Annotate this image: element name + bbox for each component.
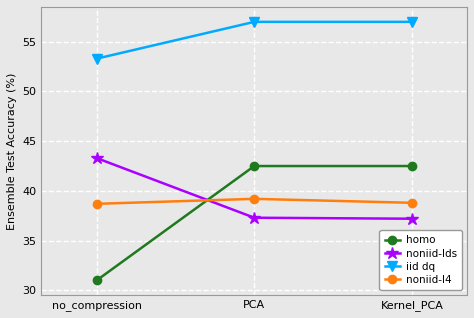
iid dq: [251, 20, 257, 24]
noniid-lds: [251, 216, 257, 220]
noniid-lds: [94, 156, 100, 160]
noniid-l4: [94, 202, 100, 206]
Y-axis label: Ensemble Test Accuracy (%): Ensemble Test Accuracy (%): [7, 73, 17, 230]
homo: [94, 279, 100, 282]
Line: iid dq: iid dq: [92, 17, 417, 64]
noniid-l4: [251, 197, 257, 201]
iid dq: [94, 57, 100, 60]
homo: [409, 164, 415, 168]
noniid-lds: [409, 217, 415, 221]
noniid-l4: [409, 201, 415, 205]
Line: noniid-lds: noniid-lds: [91, 152, 418, 225]
iid dq: [409, 20, 415, 24]
Line: homo: homo: [92, 162, 416, 285]
Line: noniid-l4: noniid-l4: [92, 195, 416, 208]
Legend: homo, noniid-lds, iid dq, noniid-l4: homo, noniid-lds, iid dq, noniid-l4: [380, 230, 462, 290]
homo: [251, 164, 257, 168]
